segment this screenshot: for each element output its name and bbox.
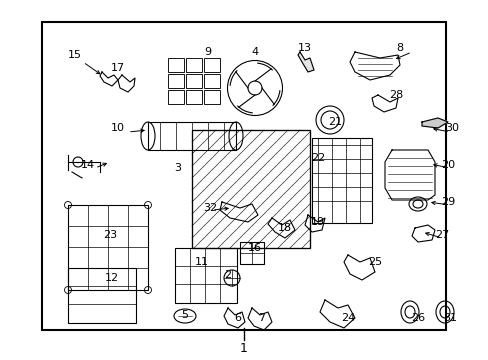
Bar: [311, 138, 371, 223]
Text: 4: 4: [251, 47, 258, 57]
Text: 17: 17: [111, 63, 125, 73]
Text: 26: 26: [410, 313, 424, 323]
Bar: [203, 58, 220, 72]
Bar: [148, 122, 236, 150]
Bar: [240, 242, 264, 264]
Bar: [168, 74, 183, 88]
Bar: [68, 205, 148, 290]
Text: 30: 30: [444, 123, 458, 133]
Bar: [168, 90, 183, 104]
Text: 19: 19: [310, 217, 325, 227]
Polygon shape: [297, 52, 313, 72]
Text: 8: 8: [396, 43, 403, 53]
Text: 9: 9: [204, 47, 211, 57]
Text: 29: 29: [440, 197, 454, 207]
Text: 1: 1: [240, 342, 247, 355]
Text: 3: 3: [174, 163, 181, 173]
Text: 21: 21: [327, 117, 342, 127]
Bar: [185, 74, 202, 88]
Text: 2: 2: [224, 270, 231, 280]
Text: 5: 5: [181, 310, 188, 320]
Text: 27: 27: [434, 230, 448, 240]
Text: 13: 13: [297, 43, 311, 53]
Text: 14: 14: [81, 160, 95, 170]
Text: 15: 15: [68, 50, 82, 60]
Text: 28: 28: [388, 90, 402, 100]
Text: 20: 20: [440, 160, 454, 170]
Text: 7: 7: [258, 313, 265, 323]
Bar: [168, 58, 183, 72]
Bar: [192, 130, 309, 248]
Bar: [68, 268, 136, 323]
Text: 23: 23: [103, 230, 117, 240]
Text: 18: 18: [277, 223, 291, 233]
Text: 24: 24: [340, 313, 354, 323]
Text: 25: 25: [367, 257, 381, 267]
Bar: [185, 58, 202, 72]
Bar: [42, 22, 445, 330]
Text: 22: 22: [310, 153, 325, 163]
Bar: [203, 90, 220, 104]
Bar: [203, 74, 220, 88]
Text: 11: 11: [195, 257, 208, 267]
Text: 10: 10: [111, 123, 125, 133]
Text: 31: 31: [442, 313, 456, 323]
Text: 12: 12: [105, 273, 119, 283]
Text: 32: 32: [203, 203, 217, 213]
Polygon shape: [421, 118, 447, 128]
Text: 6: 6: [234, 313, 241, 323]
Bar: [175, 248, 237, 303]
Bar: [185, 90, 202, 104]
Text: 16: 16: [247, 243, 262, 253]
